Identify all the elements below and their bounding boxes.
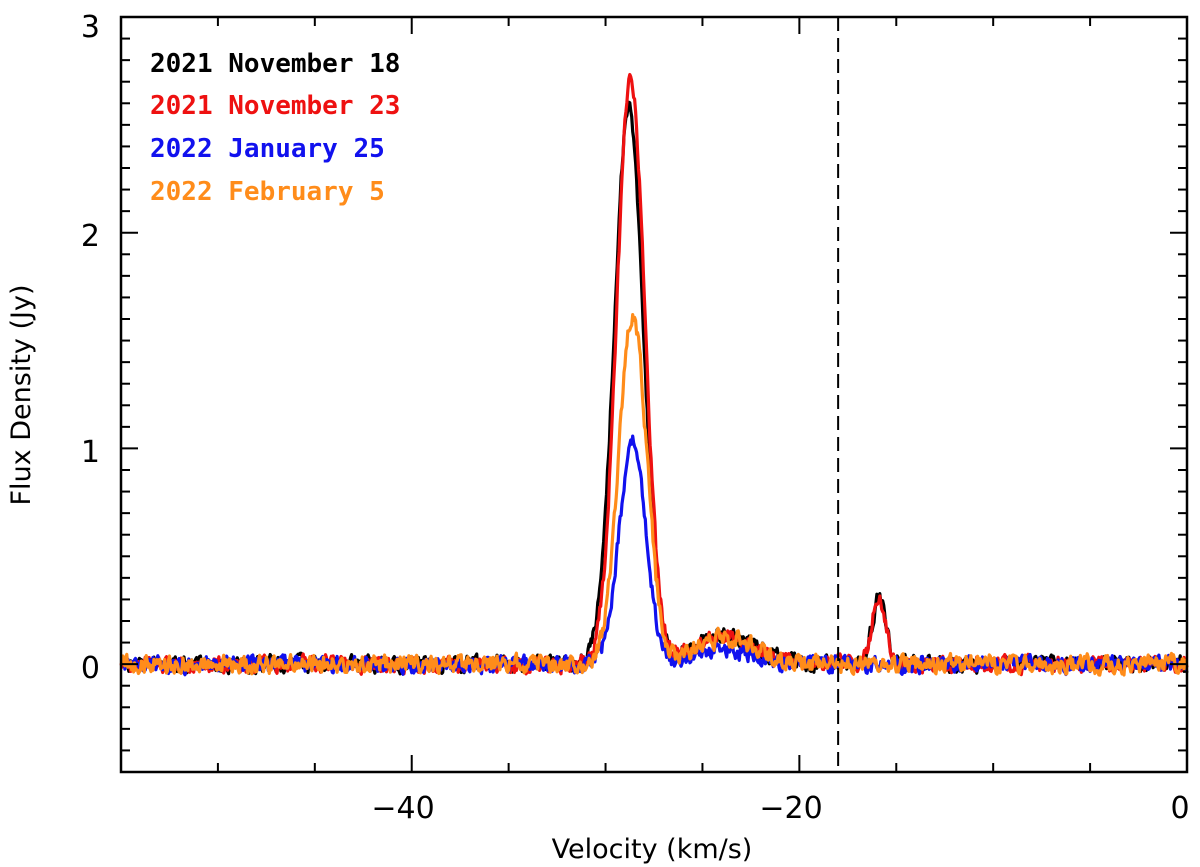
series-line-3 — [119, 313, 1188, 677]
x-tick-label: −20 — [759, 791, 822, 826]
y-tick-label: 0 — [81, 651, 100, 686]
plot-frame — [119, 15, 1189, 774]
legend-entry-feb5: 2022 February 5 — [150, 177, 385, 207]
y-tick-label: 1 — [81, 435, 100, 470]
y-tick-label: 3 — [81, 10, 100, 45]
legend-entry-jan25: 2022 January 25 — [150, 134, 385, 164]
x-tick-label: −40 — [371, 791, 434, 826]
series-layer — [119, 72, 1189, 677]
y-axis-title: Flux Density (Jy) — [6, 285, 37, 506]
x-axis-title: Velocity (km/s) — [552, 834, 753, 865]
legend-entry-nov23: 2021 November 23 — [150, 91, 400, 121]
x-tick-label: 0 — [1170, 791, 1189, 826]
y-tick-label: 2 — [81, 219, 100, 254]
legend-entry-nov18: 2021 November 18 — [150, 49, 400, 79]
